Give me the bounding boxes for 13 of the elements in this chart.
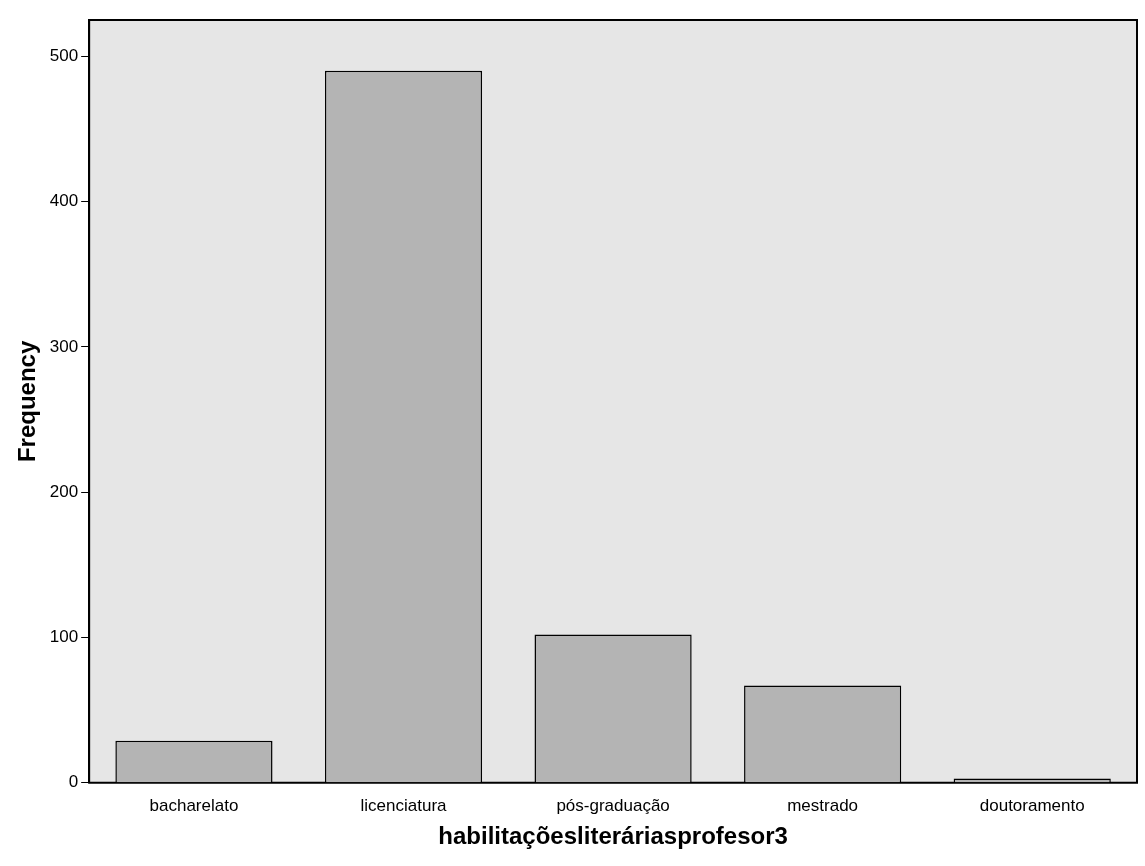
x-tick-label: bacharelato [149, 795, 239, 815]
x-tick-label: licenciatura [360, 795, 448, 815]
x-tick-label: pós-graduação [556, 795, 670, 815]
y-tick-label: 0 [68, 772, 79, 792]
y-tick-label: 200 [49, 481, 79, 501]
x-tick-label: doutoramento [979, 795, 1085, 815]
y-tick-label: 100 [49, 627, 79, 647]
y-tick-label: 300 [49, 336, 79, 356]
y-tick-label: 500 [49, 46, 79, 66]
y-tick-label: 400 [49, 191, 79, 211]
y-axis-title: Frequency [13, 340, 41, 463]
x-tick-label: mestrado [787, 795, 859, 815]
x-axis-title: habilitaçõesliteráriasprofesor3 [438, 822, 788, 850]
